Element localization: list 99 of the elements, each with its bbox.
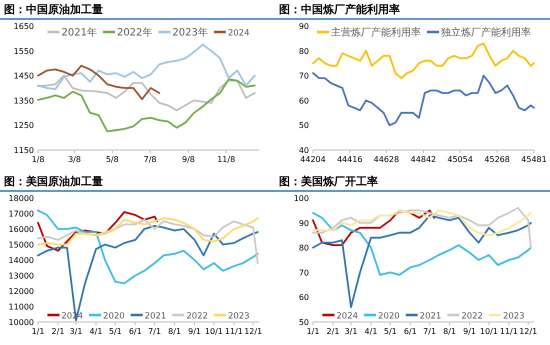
legend-label: 2023 <box>502 312 525 322</box>
line-series <box>37 44 256 90</box>
chart-title: 图：中国原油加工量 <box>4 3 103 16</box>
y-tick-label: 18000 <box>8 194 34 203</box>
y-tick-label: 50 <box>298 121 309 130</box>
y-tick-label: 1450 <box>14 72 34 81</box>
x-tick-label: 6/1 <box>404 327 417 336</box>
chart-title: 图：美国炼厂开工率 <box>279 175 378 188</box>
legend-label: 2021 <box>420 312 442 322</box>
y-tick-label: 60 <box>298 96 309 106</box>
y-tick-label: 12000 <box>8 287 34 296</box>
line-series <box>312 72 535 126</box>
x-tick-label: 1/1 <box>32 327 44 336</box>
x-tick-label: 44628 <box>374 155 400 164</box>
legend-label: 2023年 <box>172 26 208 38</box>
x-tick-label: 12/1 <box>244 327 262 336</box>
y-tick-label: 13000 <box>8 272 34 280</box>
legend-label: 2021年 <box>62 26 97 38</box>
x-tick-label: 8/1 <box>168 327 182 336</box>
x-tick-label: 6/1 <box>128 327 142 336</box>
line-series <box>312 212 532 276</box>
y-tick-label: 15000 <box>8 240 34 250</box>
line-series <box>312 210 532 236</box>
line-series <box>312 214 532 308</box>
y-tick-label: 16000 <box>8 225 34 234</box>
line-series <box>37 210 259 284</box>
x-tick-label: 44842 <box>410 155 436 164</box>
y-tick-label: 1250 <box>14 121 34 130</box>
x-tick-label: 44204 <box>300 155 326 164</box>
legend-label: 2024 <box>336 312 358 322</box>
legend-label: 2020 <box>378 312 400 322</box>
x-tick-label: 11/1 <box>500 327 518 336</box>
line-series <box>312 42 535 79</box>
x-tick-label: 45054 <box>447 155 473 164</box>
line-series <box>312 210 435 246</box>
y-tick-label: 40 <box>298 146 309 155</box>
line-series <box>37 211 158 252</box>
y-tick-label: 1350 <box>14 96 34 106</box>
legend-label: 2024 <box>228 28 250 38</box>
x-tick-label: 5/8 <box>106 155 119 164</box>
y-tick-label: 14000 <box>8 256 34 265</box>
x-tick-label: 3/8 <box>68 155 81 164</box>
legend-label: 2020 <box>103 312 125 322</box>
y-tick-label: 90 <box>298 218 309 228</box>
chart-title: 图：中国炼厂产能利用率 <box>279 3 400 16</box>
x-tick-label: 9/1 <box>188 327 202 336</box>
x-tick-label: 8/1 <box>443 327 456 336</box>
line-series <box>37 225 259 322</box>
line-series <box>312 207 532 248</box>
y-tick-label: 70 <box>298 268 309 278</box>
x-tick-label: 7/1 <box>423 327 436 336</box>
y-tick-label: 70 <box>298 72 309 81</box>
x-tick-label: 1/1 <box>306 327 320 336</box>
x-tick-label: 45268 <box>484 155 510 164</box>
x-tick-label: 3/1 <box>70 327 82 336</box>
x-tick-label: 9/8 <box>182 155 195 164</box>
y-tick-label: 60 <box>298 293 309 302</box>
chart-title: 图：美国原油加工量 <box>4 175 103 188</box>
y-tick-label: 80 <box>298 46 309 56</box>
x-tick-label: 10/1 <box>204 327 223 336</box>
x-tick-label: 7/1 <box>148 327 162 336</box>
y-tick-label: 1550 <box>14 46 34 56</box>
line-series <box>37 217 259 246</box>
y-tick-label: 11000 <box>8 302 34 312</box>
legend-label: 2023 <box>228 312 250 322</box>
legend-label: 2022 <box>461 312 483 322</box>
x-tick-label: 4/1 <box>364 327 378 336</box>
y-tick-label: 50 <box>298 318 309 327</box>
x-tick-label: 10/1 <box>480 327 498 336</box>
legend-label: 主营炼厂产能利用率 <box>331 26 421 38</box>
y-tick-label: 1150 <box>14 146 34 155</box>
legend-label: 2021 <box>144 312 166 322</box>
y-tick-label: 17000 <box>8 210 34 218</box>
x-tick-label: 3/1 <box>344 327 358 336</box>
x-tick-label: 5/1 <box>108 327 122 336</box>
y-tick-label: 90 <box>298 22 309 31</box>
line-series <box>37 218 259 264</box>
legend-label: 独立炼厂产能利用率 <box>441 26 531 38</box>
y-tick-label: 80 <box>298 244 309 253</box>
y-tick-label: 100 <box>294 194 309 203</box>
x-tick-label: 2/1 <box>52 327 64 336</box>
x-tick-label: 1/8 <box>32 155 44 164</box>
x-tick-label: 11/8 <box>217 155 236 164</box>
x-tick-label: 2/1 <box>326 327 340 336</box>
x-tick-label: 45481 <box>521 155 547 164</box>
legend-label: 2022年 <box>116 26 152 38</box>
x-tick-label: 11/1 <box>224 327 243 336</box>
y-tick-label: 10000 <box>8 318 34 327</box>
legend-label: 2022 <box>186 312 208 322</box>
y-tick-label: 1650 <box>14 22 34 31</box>
x-tick-label: 12/1 <box>519 327 538 336</box>
line-series <box>37 64 160 100</box>
line-series <box>37 78 256 132</box>
x-tick-label: 44416 <box>336 155 362 164</box>
x-tick-label: 9/1 <box>463 327 476 336</box>
x-tick-label: 7/8 <box>144 155 156 164</box>
x-tick-label: 4/1 <box>90 327 102 336</box>
x-tick-label: 5/1 <box>384 327 397 336</box>
line-series <box>37 74 256 112</box>
